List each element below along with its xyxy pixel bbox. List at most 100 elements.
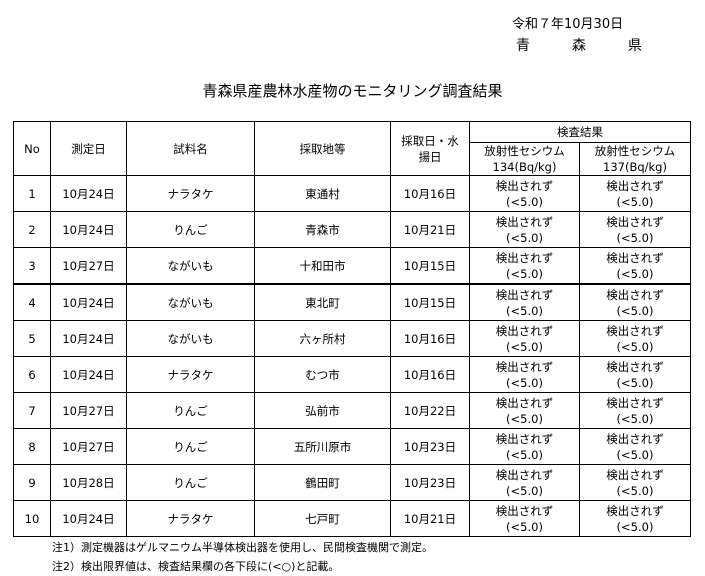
cell-measure-date: 10月28日 xyxy=(50,464,127,501)
cell-cs137: 検出されず (<5.0) xyxy=(579,392,691,429)
cs137-result: 検出されず xyxy=(606,250,664,265)
table-row: 6 10月24日 ナラタケ むつ市 10月16日 検出されず (<5.0) 検出されず (<5.… xyxy=(13,356,691,393)
cs137-limit: (<5.0) xyxy=(616,483,654,498)
cell-collect-date: 10月16日 xyxy=(390,320,470,357)
cell-no: 10 xyxy=(13,500,51,537)
cell-sample: ながいも xyxy=(126,247,255,285)
cell-location: 東通村 xyxy=(254,175,391,212)
cell-sample: りんご xyxy=(126,211,255,248)
cell-measure-date: 10月27日 xyxy=(50,428,127,465)
cs137-result: 検出されず xyxy=(606,395,664,410)
cs137-limit: (<5.0) xyxy=(616,375,654,390)
cell-no: 8 xyxy=(13,428,51,465)
table-row: 9 10月28日 りんご 鶴田町 10月23日 検出されず (<5.0) 検出されず (<5.0… xyxy=(13,464,691,501)
col-location: 採取地等 xyxy=(254,121,391,176)
note-2: 注2）検出限界値は、検査結果欄の各下段に(<○)と記載。 xyxy=(52,560,340,573)
issuer: 青森県 xyxy=(516,35,642,55)
cs137-result: 検出されず xyxy=(606,359,664,374)
cs137-limit: (<5.0) xyxy=(616,339,654,354)
cs134-limit: (<5.0) xyxy=(506,339,543,354)
cell-location: 青森市 xyxy=(254,211,391,248)
cell-measure-date: 10月24日 xyxy=(50,175,127,212)
cell-cs137: 検出されず (<5.0) xyxy=(579,175,691,212)
cs134-result: 検出されず xyxy=(495,395,554,410)
cs137-result: 検出されず xyxy=(606,214,664,229)
cell-no: 4 xyxy=(13,283,51,321)
cell-cs137: 検出されず (<5.0) xyxy=(579,428,691,465)
cell-cs134: 検出されず (<5.0) xyxy=(469,320,580,357)
cell-collect-date: 10月16日 xyxy=(390,356,470,393)
col-cs134-label: 放射性セシウム xyxy=(484,144,565,158)
cs137-limit: (<5.0) xyxy=(616,230,654,245)
cell-no: 1 xyxy=(13,175,51,212)
cs137-result: 検出されず xyxy=(606,178,664,193)
cell-sample: ナラタケ xyxy=(126,175,255,212)
col-cs137: 放射性セシウム 137(Bq/kg) xyxy=(579,142,691,176)
cell-collect-date: 10月21日 xyxy=(390,211,470,248)
cs134-result: 検出されず xyxy=(495,467,554,482)
cell-cs134: 検出されず (<5.0) xyxy=(469,464,580,501)
cs137-limit: (<5.0) xyxy=(616,519,654,534)
note-1: 注1）測定機器はゲルマニウム半導体検出器を使用し、民間検査機関で測定。 xyxy=(52,541,433,554)
issuer-char: 県 xyxy=(628,38,642,54)
col-cs134-unit: 134(Bq/kg) xyxy=(492,160,557,174)
cs134-result: 検出されず xyxy=(495,359,554,374)
cell-measure-date: 10月24日 xyxy=(50,500,127,537)
col-collect-date: 採取日・水揚日 xyxy=(390,121,470,176)
table-row: 10 10月24日 ナラタケ 七戸町 10月21日 検出されず (<5.0) 検出されず (<5… xyxy=(13,500,691,537)
cell-collect-date: 10月15日 xyxy=(390,247,470,285)
cs137-limit: (<5.0) xyxy=(616,411,654,426)
notes: 注1）測定機器はゲルマニウム半導体検出器を使用し、民間検査機関で測定。 注2）検… xyxy=(52,538,433,576)
cell-no: 6 xyxy=(13,356,51,393)
cell-cs134: 検出されず (<5.0) xyxy=(469,175,580,212)
col-cs137-label: 放射性セシウム xyxy=(594,144,676,158)
col-no: No xyxy=(13,121,51,176)
table-row: 8 10月27日 りんご 五所川原市 10月23日 検出されず (<5.0) 検出されず (<5… xyxy=(13,428,691,465)
cs134-result: 検出されず xyxy=(495,323,554,338)
cell-cs134: 検出されず (<5.0) xyxy=(469,211,580,248)
cell-cs137: 検出されず (<5.0) xyxy=(579,500,691,537)
cell-no: 3 xyxy=(13,247,51,285)
cell-cs137: 検出されず (<5.0) xyxy=(579,320,691,357)
cs134-result: 検出されず xyxy=(495,178,554,193)
table-row: 3 10月27日 ながいも 十和田市 10月15日 検出されず (<5.0) 検出されず (<5… xyxy=(13,247,691,285)
cs134-limit: (<5.0) xyxy=(506,303,543,318)
cell-cs134: 検出されず (<5.0) xyxy=(469,247,580,285)
cell-sample: りんご xyxy=(126,392,255,429)
cell-location: 東北町 xyxy=(254,283,391,321)
cell-cs134: 検出されず (<5.0) xyxy=(469,283,580,321)
table-row: 4 10月24日 ながいも 東北町 10月15日 検出されず (<5.0) 検出されず (<5.… xyxy=(13,283,691,321)
table-row: 2 10月24日 りんご 青森市 10月21日 検出されず (<5.0) 検出されず (<5.0… xyxy=(13,211,691,248)
cell-measure-date: 10月24日 xyxy=(50,283,127,321)
cell-cs134: 検出されず (<5.0) xyxy=(469,392,580,429)
cell-no: 9 xyxy=(13,464,51,501)
cell-sample: ながいも xyxy=(126,283,255,321)
cell-cs137: 検出されず (<5.0) xyxy=(579,356,691,393)
cell-measure-date: 10月24日 xyxy=(50,211,127,248)
cell-collect-date: 10月21日 xyxy=(390,500,470,537)
cell-sample: りんご xyxy=(126,428,255,465)
cs134-limit: (<5.0) xyxy=(506,483,543,498)
cell-cs137: 検出されず (<5.0) xyxy=(579,211,691,248)
report-date: 令和７年10月30日 xyxy=(512,17,624,32)
cs137-result: 検出されず xyxy=(606,431,664,446)
cs134-result: 検出されず xyxy=(495,431,554,446)
cell-collect-date: 10月16日 xyxy=(390,175,470,212)
cell-cs134: 検出されず (<5.0) xyxy=(469,356,580,393)
cell-sample: ながいも xyxy=(126,320,255,357)
cell-measure-date: 10月24日 xyxy=(50,356,127,393)
cs137-result: 検出されず xyxy=(606,467,664,482)
cell-sample: ナラタケ xyxy=(126,500,255,537)
table-row: 1 10月24日 ナラタケ 東通村 10月16日 検出されず (<5.0) 検出されず (<5.… xyxy=(13,175,691,212)
cs134-limit: (<5.0) xyxy=(506,194,543,209)
cell-measure-date: 10月24日 xyxy=(50,320,127,357)
cell-location: 七戸町 xyxy=(254,500,391,537)
cell-collect-date: 10月22日 xyxy=(390,392,470,429)
cs137-limit: (<5.0) xyxy=(616,266,654,281)
cell-no: 5 xyxy=(13,320,51,357)
cell-cs137: 検出されず (<5.0) xyxy=(579,247,691,285)
cell-location: 弘前市 xyxy=(254,392,391,429)
cs137-limit: (<5.0) xyxy=(616,194,654,209)
cs134-limit: (<5.0) xyxy=(506,519,543,534)
col-sample: 試料名 xyxy=(126,121,255,176)
